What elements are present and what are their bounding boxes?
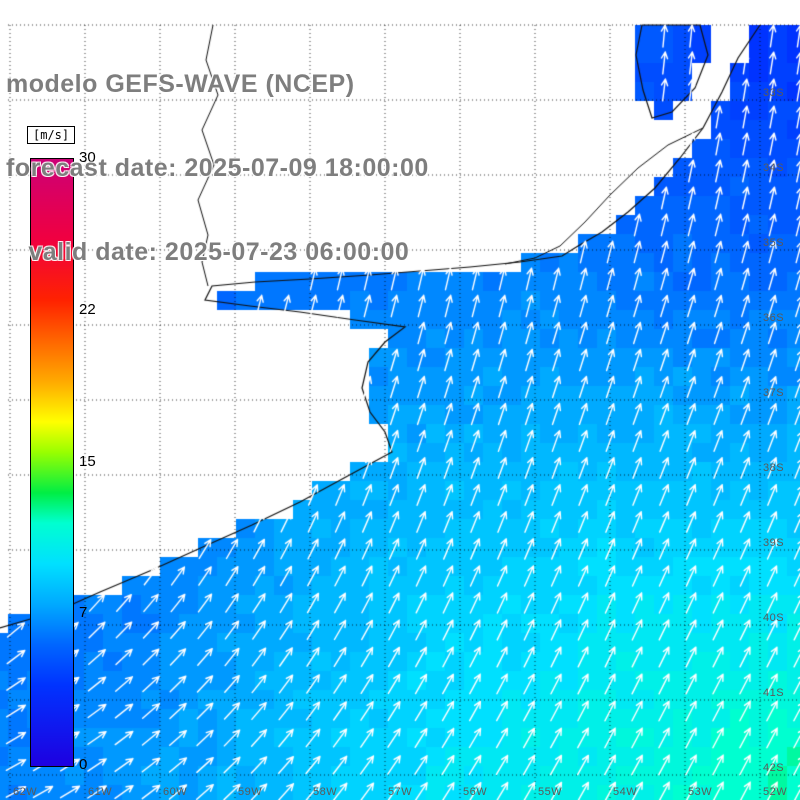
colorbar-tick-30: 30	[79, 149, 96, 166]
valid-date: valid date: 2025-07-23 06:00:00	[6, 238, 410, 266]
map-title-block: modelo GEFS-WAVE (NCEP) forecast date: 2…	[6, 14, 429, 322]
colorbar-tick-7: 7	[79, 604, 88, 622]
colorbar-tick-22: 22	[79, 300, 96, 318]
forecast-date: forecast date: 2025-07-09 18:00:00	[6, 154, 429, 182]
colorbar-tick-15: 15	[79, 452, 96, 470]
colorbar-unit-label: [m/s]	[27, 126, 76, 144]
model-name: modelo GEFS-WAVE (NCEP)	[6, 70, 355, 98]
colorbar-gradient	[30, 158, 74, 767]
colorbar-tick-0: 0	[79, 756, 88, 773]
